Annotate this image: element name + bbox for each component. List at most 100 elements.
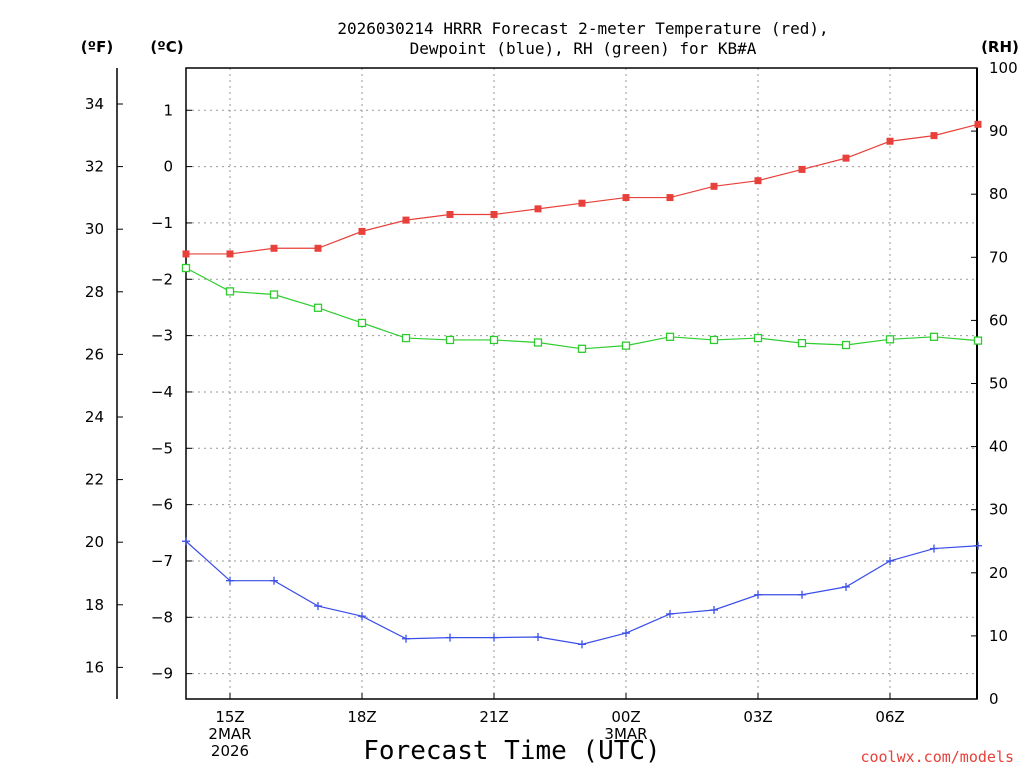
celsius-tick-label: −1 — [151, 214, 173, 232]
chart-title-line1: 2026030214 HRRR Forecast 2-meter Tempera… — [337, 19, 828, 38]
rh-point — [753, 333, 763, 343]
rh-tick-label: 0 — [989, 690, 999, 708]
rh-point — [841, 340, 851, 350]
grid-lines — [186, 68, 977, 699]
rh-tick-label: 70 — [989, 248, 1008, 266]
rh-point — [577, 344, 587, 353]
fahrenheit-tick-label: 30 — [85, 220, 104, 238]
temperature-point — [446, 210, 454, 218]
rh-point — [357, 318, 367, 328]
rh-point — [665, 332, 675, 341]
temperature-point — [930, 132, 938, 140]
unit-celsius-label: (ºC) — [150, 38, 183, 56]
rh-point — [885, 335, 895, 344]
temperature-point — [666, 194, 674, 202]
rh-tick-label: 60 — [989, 311, 1008, 329]
rh-point — [533, 338, 543, 347]
x-tick-label: 15Z — [215, 708, 244, 726]
celsius-tick-label: 1 — [163, 101, 173, 119]
dewpoint-point — [402, 634, 410, 643]
rh-point — [181, 263, 191, 273]
rh-point — [269, 290, 279, 299]
dewpoint-point — [930, 544, 938, 553]
dewpoint-point — [666, 609, 674, 618]
celsius-tick-label: −2 — [151, 270, 173, 288]
celsius-tick-label: −4 — [151, 383, 173, 401]
x-tick-label: 00Z — [611, 708, 640, 726]
x-tick-label: 21Z — [479, 708, 508, 726]
fahrenheit-tick-label: 22 — [85, 471, 104, 489]
rh-point — [489, 335, 499, 345]
temperature-point — [358, 227, 366, 235]
celsius-tick-label: 0 — [163, 158, 173, 176]
temperature-point — [490, 210, 498, 218]
rh-point — [797, 338, 807, 348]
rh-tick-label: 100 — [989, 59, 1018, 77]
x-tick-label: 3MAR — [604, 725, 647, 743]
rh-tick-label: 20 — [989, 564, 1008, 582]
temperature-point — [842, 154, 850, 162]
x-tick-label: 2026 — [211, 742, 249, 760]
temperature-point — [578, 199, 586, 207]
rh-line — [185, 267, 979, 350]
rh-tick-label: 50 — [989, 375, 1008, 393]
rh-tick-label: 30 — [989, 501, 1008, 519]
unit-rh-label: (RH) — [981, 38, 1019, 56]
dewpoint-point — [798, 590, 806, 599]
dewpoint-point — [578, 640, 586, 649]
rh-tick-label: 90 — [989, 122, 1008, 140]
x-tick-label: 2MAR — [208, 725, 251, 743]
rh-point — [313, 303, 323, 312]
rh-point — [621, 341, 631, 350]
temperature-point — [534, 205, 542, 213]
x-tick-label: 06Z — [875, 708, 904, 726]
dewpoint-point — [226, 576, 234, 585]
dewpoint-point — [358, 612, 366, 621]
fahrenheit-tick-label: 24 — [85, 408, 104, 426]
x-tick-label: 18Z — [347, 708, 376, 726]
temperature-point — [754, 177, 762, 185]
plot-frame — [185, 67, 978, 700]
fahrenheit-tick-label: 20 — [85, 533, 104, 551]
rh-tick-label: 40 — [989, 438, 1008, 456]
temperature-line — [186, 123, 979, 255]
celsius-tick-label: −6 — [151, 496, 173, 514]
temperature-point — [226, 250, 234, 258]
dewpoint-point — [974, 541, 982, 550]
celsius-tick-label: −8 — [151, 608, 173, 626]
temperature-point — [402, 216, 410, 224]
rh-point — [401, 333, 411, 343]
temperature-point — [314, 244, 322, 252]
celsius-tick-label: −7 — [151, 552, 173, 570]
rh-point — [709, 335, 719, 345]
rh-point — [973, 336, 983, 345]
temperature-point — [710, 182, 718, 190]
dewpoint-point — [710, 605, 718, 614]
celsius-tick-label: −3 — [151, 327, 173, 345]
celsius-tick-label: −5 — [151, 439, 173, 457]
x-tick-label: 03Z — [743, 708, 772, 726]
temperature-point — [622, 194, 630, 202]
chart-title-line2: Dewpoint (blue), RH (green) for KB#A — [410, 39, 757, 58]
axes — [116, 67, 978, 700]
rh-point — [929, 332, 939, 341]
fahrenheit-tick-label: 26 — [85, 345, 104, 363]
dewpoint-line — [185, 540, 979, 645]
dewpoint-point — [314, 602, 322, 611]
dewpoint-point — [754, 590, 762, 599]
temperature-point — [886, 137, 894, 145]
dewpoint-point — [446, 633, 454, 642]
tick-labels: 10−1−2−3−4−5−6−7−8−934323028262422201816… — [85, 59, 1018, 760]
celsius-tick-label: −9 — [151, 665, 173, 683]
series-lines — [181, 120, 983, 649]
dewpoint-point — [886, 556, 894, 565]
fahrenheit-tick-label: 34 — [85, 95, 104, 113]
dewpoint-point — [270, 576, 278, 585]
fahrenheit-tick-label: 28 — [85, 283, 104, 301]
credit-link[interactable]: coolwx.com/models — [860, 748, 1014, 766]
rh-point — [445, 335, 455, 345]
dewpoint-point — [842, 582, 850, 591]
fahrenheit-tick-label: 18 — [85, 596, 104, 614]
rh-tick-label: 80 — [989, 185, 1008, 203]
dewpoint-point — [490, 633, 498, 642]
